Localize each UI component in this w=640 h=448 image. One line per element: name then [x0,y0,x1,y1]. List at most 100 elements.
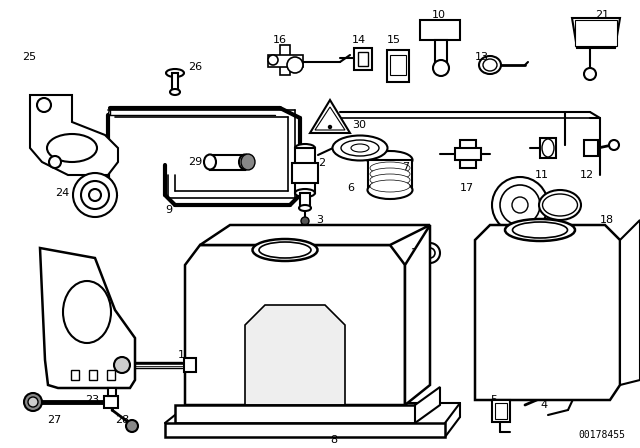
Text: 27: 27 [47,415,61,425]
Polygon shape [415,387,440,423]
Circle shape [492,177,548,233]
Circle shape [126,420,138,432]
Circle shape [89,189,101,201]
Ellipse shape [253,239,317,261]
Bar [300,193,310,208]
Ellipse shape [241,154,255,170]
Circle shape [301,217,309,225]
Circle shape [584,68,596,80]
Bar [455,148,481,160]
Polygon shape [185,245,405,405]
Ellipse shape [370,168,410,180]
Bar [368,160,412,190]
Text: 2: 2 [318,158,325,168]
Circle shape [37,98,51,112]
Ellipse shape [370,162,410,174]
Text: 15: 15 [387,35,401,45]
Text: 6: 6 [347,183,354,193]
Text: 8: 8 [330,435,337,445]
Bar [71,370,79,380]
Text: 18: 18 [600,215,614,225]
Ellipse shape [513,222,568,238]
Text: 21: 21 [595,10,609,20]
Text: 9: 9 [165,205,172,215]
Bar [89,370,97,380]
Circle shape [49,156,61,168]
Polygon shape [200,225,430,245]
Polygon shape [40,248,135,388]
Text: 30: 30 [352,120,366,130]
Ellipse shape [543,194,577,216]
Text: 5: 5 [490,395,497,405]
Bar [358,52,368,66]
Polygon shape [405,225,430,405]
Ellipse shape [299,205,311,211]
Circle shape [28,397,38,407]
Ellipse shape [295,144,315,152]
Bar [280,45,290,75]
Ellipse shape [539,190,581,220]
Ellipse shape [479,56,501,74]
Polygon shape [572,18,620,48]
Ellipse shape [542,139,554,157]
Ellipse shape [204,155,216,169]
Ellipse shape [483,59,497,71]
Circle shape [609,140,619,150]
Bar [354,48,372,70]
Text: 22: 22 [410,248,424,258]
Bar [268,55,303,67]
Text: 16: 16 [273,35,287,45]
Bar [460,140,476,168]
Text: 11: 11 [535,170,549,180]
Text: 28: 28 [115,415,129,425]
Bar [575,20,617,46]
Ellipse shape [170,89,180,95]
Bar [295,148,315,193]
Text: 14: 14 [352,35,366,45]
Ellipse shape [259,242,311,258]
Circle shape [512,197,528,213]
Ellipse shape [367,151,413,169]
Bar [435,40,447,65]
Circle shape [24,393,42,411]
Circle shape [500,185,540,225]
Circle shape [114,357,130,373]
Circle shape [433,60,449,76]
Polygon shape [165,423,445,437]
Bar [210,155,245,170]
Polygon shape [475,225,620,400]
Text: 24: 24 [55,188,69,198]
Bar [104,396,118,408]
Bar [108,388,116,396]
Ellipse shape [239,155,251,169]
Circle shape [268,55,278,65]
Bar [292,163,318,183]
Polygon shape [175,405,415,423]
Text: 25: 25 [22,52,36,62]
Text: 1: 1 [178,350,185,360]
Ellipse shape [351,144,369,152]
Circle shape [328,125,332,129]
Text: 29: 29 [188,157,202,167]
Ellipse shape [295,189,315,197]
Ellipse shape [341,140,379,156]
Polygon shape [315,107,345,130]
Circle shape [287,57,303,73]
Bar [172,73,178,91]
Bar [495,403,507,419]
Polygon shape [245,305,345,405]
Bar [107,370,115,380]
Text: 17: 17 [460,183,474,193]
Bar [540,138,556,158]
Bar [584,140,598,156]
Circle shape [73,173,117,217]
Circle shape [420,243,440,263]
Bar [184,358,196,372]
Ellipse shape [505,219,575,241]
Text: 4: 4 [540,400,547,410]
Ellipse shape [333,135,387,160]
Bar [492,400,510,422]
Text: 7: 7 [402,162,409,172]
Circle shape [425,248,435,258]
Text: 00178455: 00178455 [578,430,625,440]
